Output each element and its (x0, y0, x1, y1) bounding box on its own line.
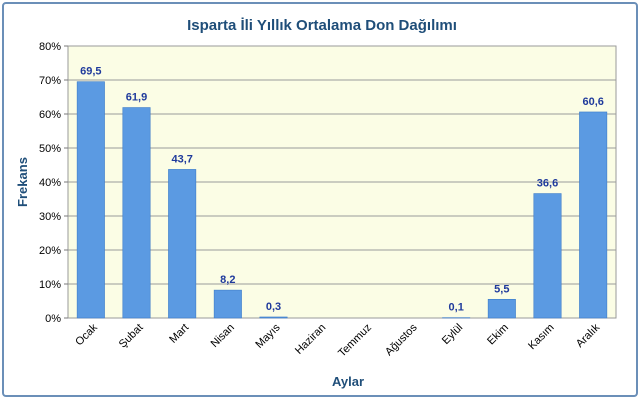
data-label: 36,6 (537, 178, 558, 190)
x-tick-label: Kasım (526, 322, 557, 353)
x-tick-label: Ağustos (383, 321, 420, 358)
y-tick-label: 70% (39, 75, 61, 87)
y-tick-label: 50% (39, 143, 61, 155)
x-tick-label: Ekim (485, 322, 511, 348)
bar-ocak (76, 81, 105, 319)
data-label: 60,6 (582, 96, 603, 108)
x-tick-label: Mart (167, 322, 191, 346)
x-axis-title: Aylar (332, 374, 364, 389)
y-axis-title: Frekans (15, 157, 30, 207)
x-tick-label: Eylül (440, 322, 465, 347)
y-tick-label: 10% (39, 279, 61, 291)
data-label: 8,2 (220, 274, 235, 286)
data-labels: 69,5 61,9 43,7 8,2 0,3 0,1 5,5 36,6 60,6 (80, 66, 604, 314)
bar-mart (168, 169, 197, 319)
y-tick-label: 60% (39, 109, 61, 121)
y-tick-label: 40% (39, 177, 61, 189)
bar-nisan (213, 289, 242, 319)
x-tick-label: Temmuz (336, 322, 374, 360)
y-tick-label: 0% (45, 313, 61, 325)
x-tick-label: Haziran (293, 322, 328, 357)
chart-title: Isparta İli Yıllık Ortalama Don Dağılımı (187, 17, 457, 34)
data-label: 5,5 (494, 283, 509, 295)
data-label: 61,9 (126, 92, 147, 104)
y-tick-label: 30% (39, 211, 61, 223)
x-tick-label: Şubat (117, 322, 146, 351)
gridlines (64, 45, 616, 319)
y-axis-ticks: 0% 10% 20% 30% 40% 50% 60% 70% 80% (39, 41, 61, 325)
y-tick-label: 80% (39, 41, 61, 53)
bar-mayıs (259, 316, 288, 319)
bar-ekim (487, 298, 516, 319)
bar-aralık (579, 111, 608, 319)
data-label: 0,3 (266, 301, 281, 313)
bar-şubat (122, 107, 151, 319)
data-label: 0,1 (449, 302, 464, 314)
x-tick-label: Ocak (73, 321, 100, 348)
data-label: 43,7 (171, 153, 192, 165)
bars (76, 81, 608, 319)
x-tick-label: Mayıs (253, 321, 283, 351)
x-tick-label: Nisan (209, 322, 237, 350)
y-tick-label: 20% (39, 245, 61, 257)
x-axis-ticks: Ocak Şubat Mart Nisan Mayıs Haziran Temmuz Ağus… (73, 321, 602, 359)
x-tick-label: Aralık (574, 321, 603, 350)
bar-kasım (533, 193, 562, 319)
data-label: 69,5 (80, 66, 101, 78)
